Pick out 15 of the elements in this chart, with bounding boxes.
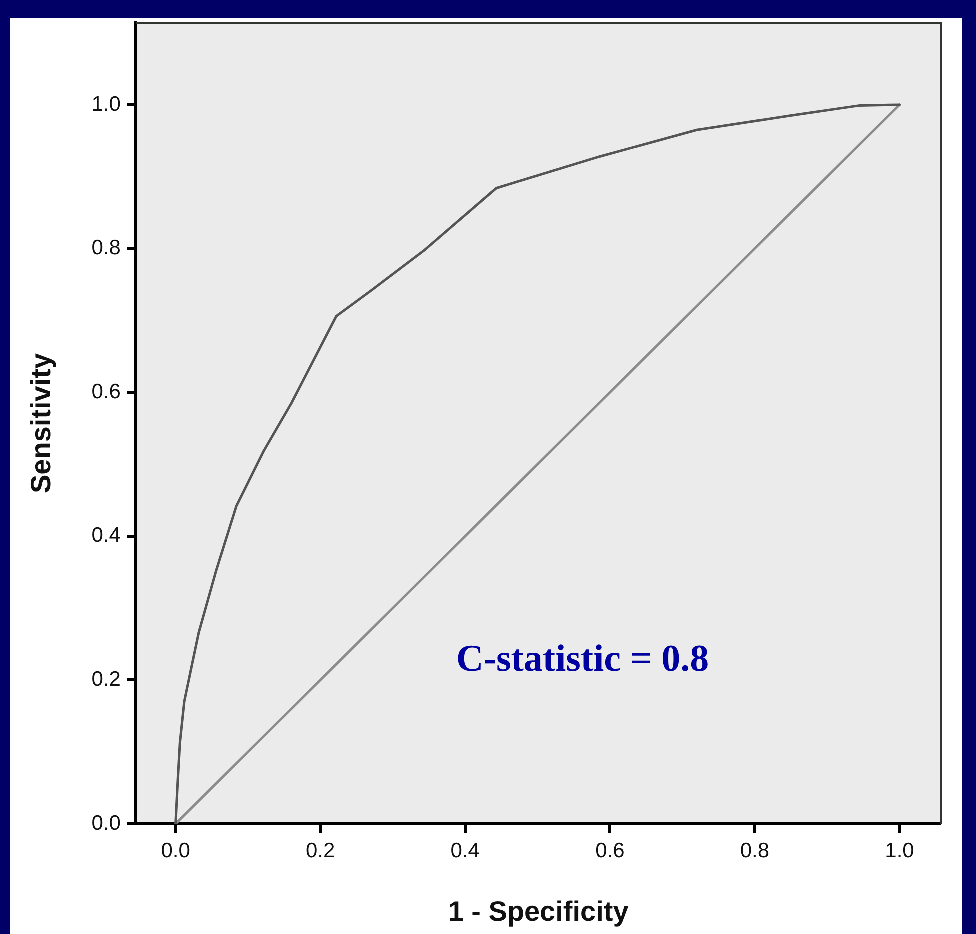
x-tick-label: 0.0 xyxy=(161,839,190,862)
y-tick-label: 0.4 xyxy=(92,524,122,548)
y-tick-label: 0.8 xyxy=(92,236,121,260)
x-tick-label: 0.8 xyxy=(740,839,770,862)
y-axis-title: Sensitivity xyxy=(26,353,57,494)
x-tick-label: 1.0 xyxy=(885,839,914,862)
y-tick-label: 0.2 xyxy=(92,668,121,691)
y-tick-label: 1.0 xyxy=(92,92,121,116)
x-tick-label: 0.2 xyxy=(306,839,336,862)
x-axis-title: 1 - Specificity xyxy=(448,896,630,927)
y-tick-label: 0.6 xyxy=(92,380,121,404)
y-tick-label: 0.0 xyxy=(92,812,121,835)
x-tick-label: 0.4 xyxy=(450,839,480,862)
x-tick-label: 0.6 xyxy=(596,839,625,862)
annotation: C-statistic = 0.8 xyxy=(456,638,710,680)
